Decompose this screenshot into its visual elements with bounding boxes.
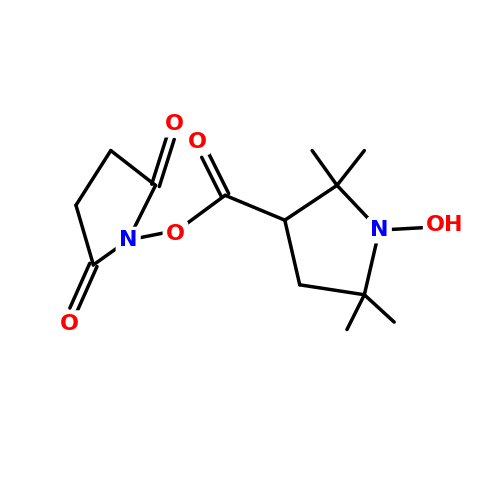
Text: O: O xyxy=(166,224,185,244)
Text: N: N xyxy=(119,230,138,250)
Text: O: O xyxy=(188,132,208,152)
Text: O: O xyxy=(60,314,79,334)
Text: OH: OH xyxy=(426,215,464,235)
Text: O: O xyxy=(165,114,184,134)
Text: N: N xyxy=(370,220,388,240)
